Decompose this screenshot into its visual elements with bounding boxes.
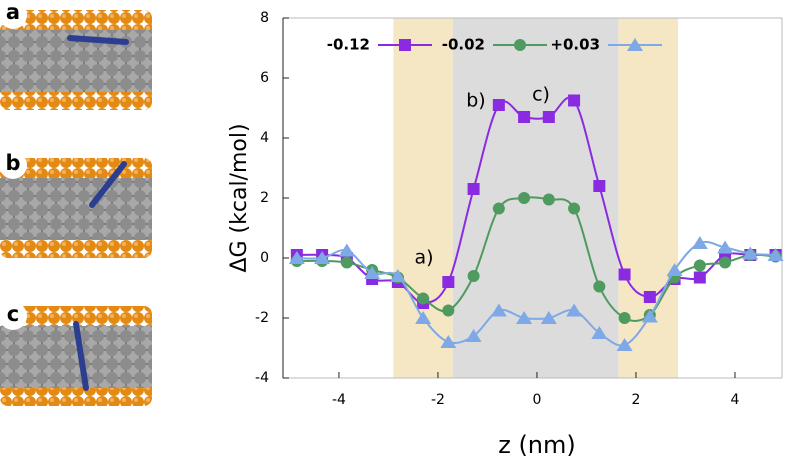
marker (415, 311, 432, 324)
marker (566, 303, 583, 317)
marker (568, 202, 581, 215)
marker (627, 38, 643, 51)
shaded-region (618, 18, 679, 378)
marker (693, 271, 706, 284)
y-tick-label: -2 (255, 310, 269, 326)
x-axis-label: z (nm) (498, 431, 576, 459)
marker (666, 263, 683, 276)
y-tick-label: -4 (255, 370, 269, 386)
y-tick-label: 0 (260, 250, 269, 266)
marker (593, 280, 606, 293)
y-axis-label: ΔG (kcal/mol) (227, 123, 252, 272)
marker (641, 309, 658, 323)
marker (568, 94, 581, 107)
legend-label: -0.12 (327, 36, 370, 54)
annotation: c) (532, 84, 550, 106)
membrane-c (0, 306, 152, 406)
y-tick-label: 6 (260, 70, 269, 86)
marker (618, 268, 631, 281)
marker (719, 256, 732, 269)
x-tick-label: -4 (332, 392, 346, 408)
y-tick-label: 4 (260, 130, 269, 146)
marker (691, 236, 708, 249)
legend-label: -0.02 (442, 36, 485, 54)
marker (442, 276, 455, 288)
x-tick-label: -2 (431, 392, 445, 408)
membrane-a (0, 10, 152, 110)
marker (542, 111, 555, 123)
marker (417, 292, 430, 305)
panel-label: c (7, 302, 19, 326)
marker (364, 266, 381, 279)
marker (492, 99, 505, 111)
marker (643, 291, 656, 303)
marker (518, 111, 531, 123)
y-tick-label: 8 (260, 10, 269, 26)
y-tick-label: 2 (260, 190, 269, 206)
marker (492, 202, 505, 215)
marker (314, 251, 331, 264)
marker (742, 246, 759, 260)
marker (399, 39, 411, 51)
series-line (296, 96, 776, 305)
marker (616, 338, 633, 351)
x-tick-label: 4 (731, 392, 740, 408)
marker (542, 193, 555, 206)
legend-label: +0.03 (550, 36, 600, 54)
marker (516, 311, 533, 324)
panel-images: a b c (0, 0, 152, 406)
marker (467, 183, 480, 195)
marker (338, 243, 355, 257)
marker (591, 326, 608, 339)
x-tick-label: 0 (532, 392, 541, 408)
annotation: b) (466, 90, 485, 112)
marker (593, 180, 606, 192)
marker (767, 248, 784, 261)
marker (693, 259, 706, 272)
marker (467, 270, 480, 282)
plot: -4 -2 0 2 4 6 8 -4 -2 0 2 4 -0.12 -0.02 +0.03 a) b) c) (255, 10, 784, 408)
marker (540, 311, 557, 324)
marker (717, 240, 734, 254)
marker (618, 312, 631, 324)
annotation: a) (414, 247, 433, 269)
marker (389, 269, 406, 282)
marker (518, 192, 531, 204)
marker (490, 303, 507, 317)
panel-label: a (6, 0, 20, 24)
marker (440, 335, 457, 348)
marker (514, 39, 526, 51)
marker (340, 256, 353, 269)
marker (442, 304, 455, 317)
membrane-b (0, 158, 152, 258)
marker (465, 329, 482, 342)
panel-label: b (5, 151, 20, 175)
marker (288, 251, 305, 264)
x-tick-label: 2 (632, 392, 641, 408)
